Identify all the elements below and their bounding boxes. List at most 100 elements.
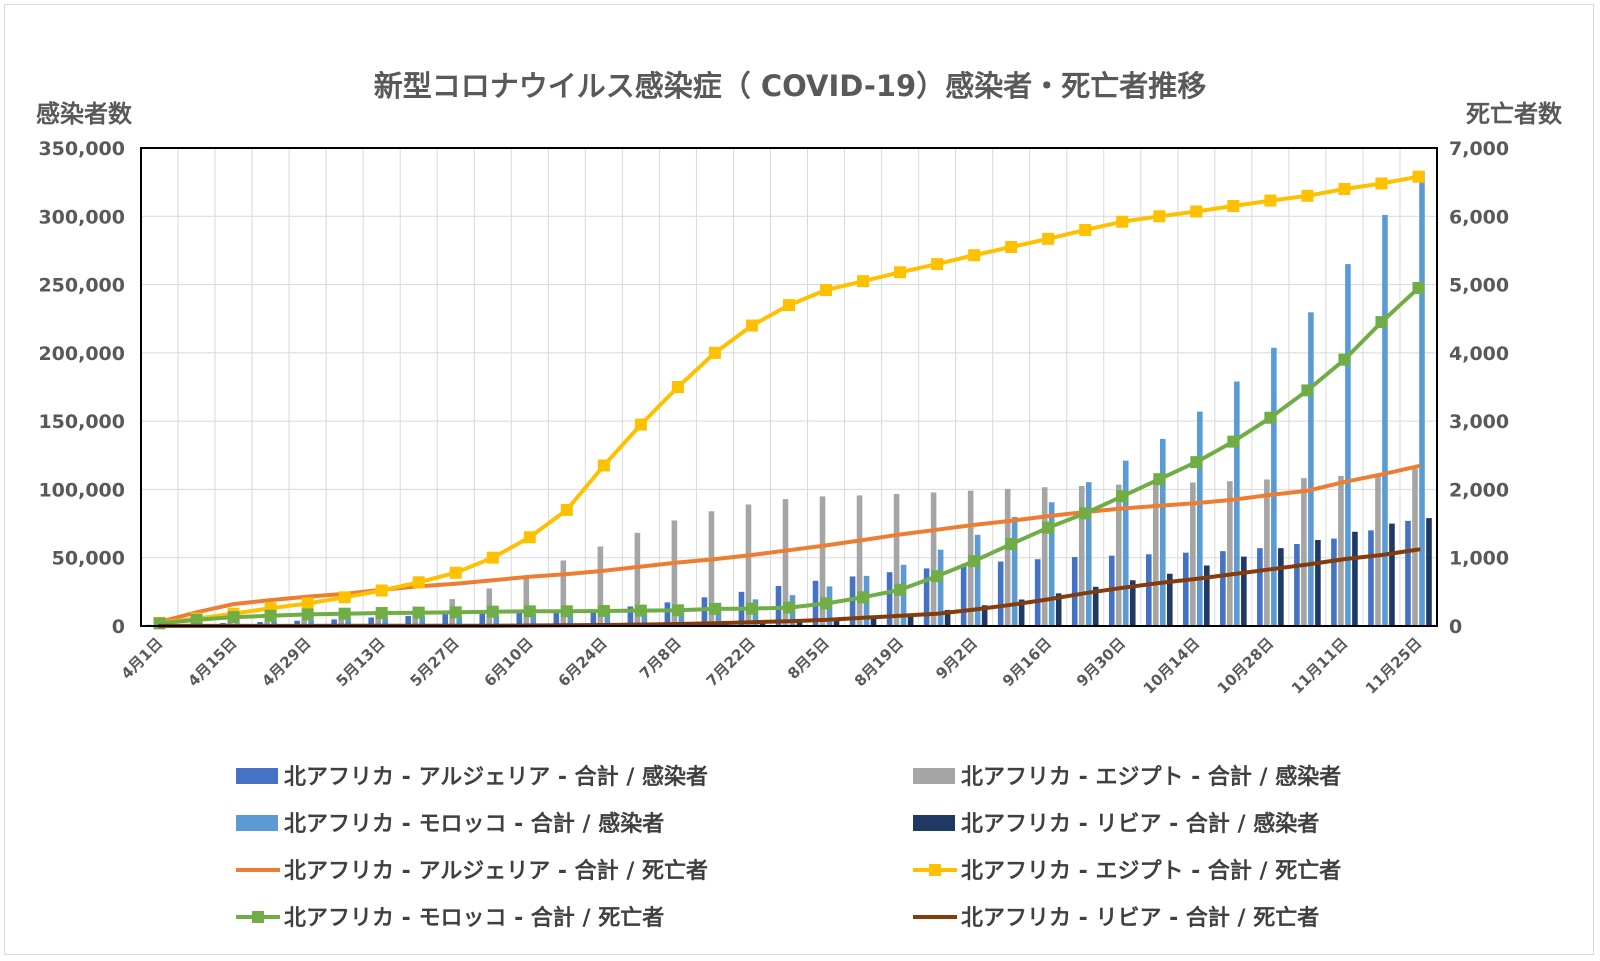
bar (1078, 486, 1085, 626)
line-point-marker (783, 601, 795, 614)
bar (567, 612, 574, 626)
bar (1419, 171, 1425, 626)
line-point-marker (1042, 521, 1055, 534)
bar (1264, 479, 1270, 626)
bar (442, 614, 449, 626)
line-point-marker (820, 597, 833, 610)
line-point-marker (931, 570, 944, 583)
line-point-marker (783, 299, 795, 312)
bar (664, 602, 671, 626)
x-tick-label: 7月22日 (703, 634, 759, 690)
legend: 北アフリカ - アルジェリア - 合計 / 感染者 北アフリカ - エジプト - … (236, 764, 1341, 931)
bar (560, 560, 567, 626)
line-point-marker (264, 609, 277, 622)
line-point-marker (745, 602, 758, 615)
line-point-marker (1338, 353, 1351, 366)
line-point-marker (560, 503, 573, 516)
y-right-tick-label: 2,000 (1449, 479, 1509, 501)
bar (944, 609, 951, 626)
legend-label: 北アフリカ - リビア - 合計 / 死亡者 (961, 905, 1319, 931)
line-point-marker (301, 608, 314, 621)
y-axis-left-title: 感染者数 (36, 100, 133, 128)
line-point-marker (968, 555, 981, 568)
bar (271, 621, 277, 626)
bar (1368, 530, 1374, 626)
x-tick-label: 9月30日 (1073, 634, 1129, 690)
line-series (153, 170, 1425, 630)
bar (368, 617, 374, 626)
bar (1241, 556, 1247, 626)
bar (1338, 475, 1344, 626)
bar (1152, 483, 1159, 626)
x-tick-label: 9月2日 (932, 634, 981, 683)
bar (833, 619, 840, 626)
line-point-marker (1005, 241, 1018, 254)
bar (1041, 487, 1048, 626)
legend-item: 北アフリカ - リビア - 合計 / 感染者 (913, 811, 1319, 837)
x-tick-label: 10月28日 (1214, 634, 1277, 697)
y-right-tick-label: 7,000 (1449, 138, 1509, 160)
bar (382, 617, 388, 626)
bar (923, 568, 930, 626)
line-point-marker (708, 602, 721, 615)
line-point-marker (1153, 473, 1166, 486)
line-point-marker (1153, 210, 1166, 223)
bar (1271, 347, 1277, 626)
line-point-marker (1116, 215, 1129, 228)
bar (264, 621, 270, 626)
line-point-marker (894, 266, 907, 279)
bar (796, 620, 803, 626)
bar (590, 609, 597, 626)
bar (974, 534, 981, 626)
bar (308, 620, 314, 626)
bar (1190, 482, 1196, 626)
bar (553, 610, 560, 626)
line-point-marker (1116, 490, 1129, 503)
bar (405, 616, 412, 626)
bar (604, 611, 611, 626)
x-tick-label: 10月14日 (1140, 634, 1203, 697)
bar (870, 616, 877, 626)
line-point-marker (857, 275, 870, 288)
line-point-marker (634, 604, 647, 617)
bar (1315, 539, 1321, 626)
line-point-marker (338, 607, 351, 620)
y-left-tick-label: 150,000 (38, 411, 125, 433)
line-point-marker (597, 604, 610, 617)
line-point-marker (1264, 194, 1277, 207)
bar (479, 612, 486, 626)
x-tick-label: 11月25日 (1362, 634, 1425, 697)
bar (1055, 593, 1062, 626)
y-axis-left-ticks: 0 50,000 100,000 150,000 200,000 250,000 300,0… (38, 138, 125, 638)
bar (1382, 214, 1388, 627)
legend-label: 北アフリカ - アルジェリア - 合計 / 感染者 (284, 764, 708, 790)
x-tick-label: 11月11日 (1288, 634, 1351, 697)
line-point-marker (634, 418, 647, 431)
bar (345, 618, 351, 626)
line-point-marker (708, 346, 721, 359)
bar (937, 549, 944, 626)
line-point-marker (1412, 170, 1425, 183)
line-point-marker (523, 531, 536, 544)
x-tick-label: 4月1日 (118, 634, 167, 683)
bar (1220, 551, 1226, 626)
x-tick-label: 7月8日 (636, 634, 685, 683)
bar (981, 605, 988, 626)
line-point-marker (1190, 205, 1203, 218)
line-point-marker (671, 604, 684, 617)
legend-swatch (236, 768, 278, 784)
bar (1085, 482, 1092, 626)
bar (634, 532, 641, 626)
bar (782, 499, 789, 626)
legend-swatch (913, 815, 955, 831)
line-point-marker (1338, 182, 1351, 195)
bar (419, 616, 426, 626)
line-point-marker (412, 606, 425, 619)
bar (375, 612, 381, 626)
bar (1166, 573, 1173, 626)
bar (1048, 502, 1055, 626)
y-left-tick-label: 0 (112, 616, 125, 638)
line-point-marker (375, 584, 388, 597)
line-point-marker (1079, 223, 1092, 236)
